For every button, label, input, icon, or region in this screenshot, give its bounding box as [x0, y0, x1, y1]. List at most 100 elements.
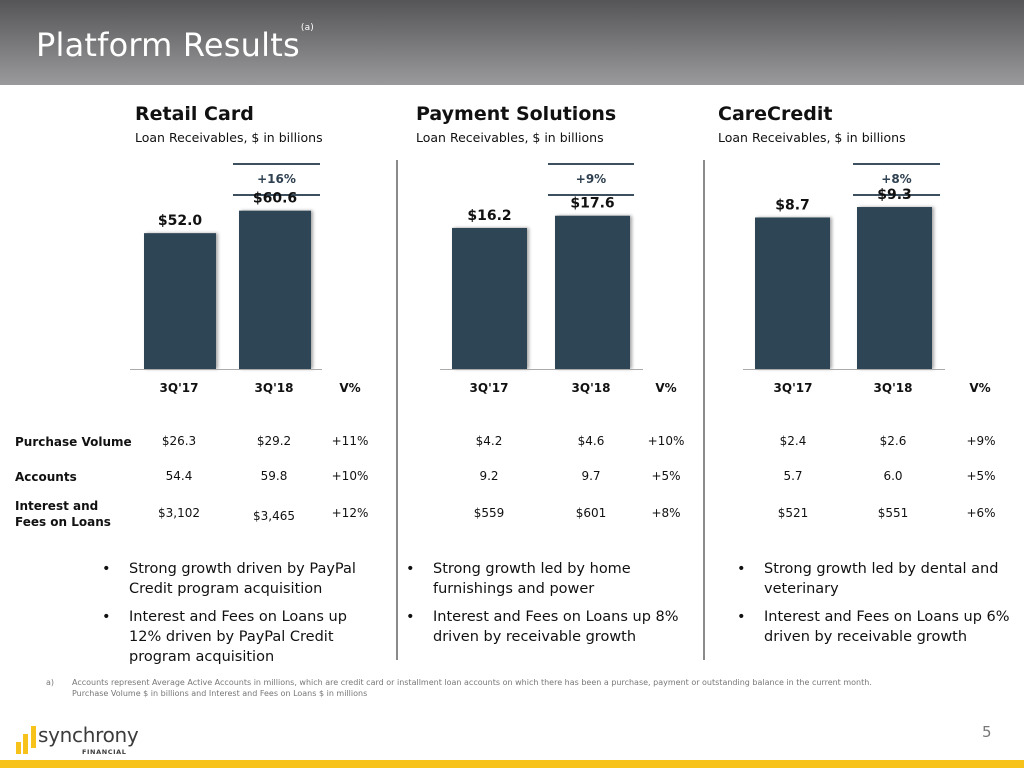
bullet-item: • Strong growth led by home furnishings a… [406, 559, 698, 599]
bar-payment-solutions-0 [452, 227, 527, 369]
table-cell: $521 [777, 506, 809, 520]
x-tick-label: 3Q'18 [254, 381, 294, 395]
panel-divider [396, 160, 398, 660]
bar-carecredit-1 [857, 207, 932, 369]
bar-retail-card-0 [144, 233, 216, 369]
table-cell: 54.4 [165, 469, 193, 483]
panel-divider [703, 160, 705, 660]
change-label-payment-solutions: +9% [575, 172, 607, 186]
bar-value-label: $9.3 [877, 187, 912, 203]
bullet-list-carecredit: • Strong growth led by dental and veterin… [737, 559, 1017, 655]
panel-title-carecredit: CareCredit [718, 103, 833, 125]
change-rule-bottom [853, 194, 940, 196]
table-cell: $29.2 [256, 434, 292, 448]
bullet-text: Strong growth driven by PayPal Credit pr… [129, 561, 356, 597]
table-cell: $4.2 [475, 434, 503, 448]
bar-value-label: $52.0 [158, 213, 203, 229]
bar-value-label: $17.6 [570, 196, 614, 212]
table-cell: 5.7 [783, 469, 803, 483]
bullet-item: • Interest and Fees on Loans up 12% drive… [102, 607, 377, 667]
change-label-retail-card: +16% [257, 172, 296, 186]
table-cell: $2.4 [779, 434, 807, 448]
table-cell: +9% [966, 434, 996, 448]
title-footnote-marker: (a) [300, 23, 315, 34]
variance-column-header: V% [339, 381, 361, 395]
table-cell: $559 [473, 506, 505, 520]
table-cell: +6% [966, 506, 996, 520]
table-cell: +8% [651, 506, 681, 520]
bar-payment-solutions-1 [555, 215, 630, 369]
bar-retail-card-1 [239, 210, 311, 369]
panel-subtitle-retail-card: Loan Receivables, $ in billions [135, 130, 323, 145]
table-cell: $26.3 [161, 434, 197, 448]
variance-column-header: V% [969, 381, 991, 395]
logo-mark-bar [23, 734, 28, 754]
table-cell: +12% [331, 506, 369, 520]
bullet-icon: • [737, 609, 746, 625]
bullet-text: Interest and Fees on Loans up 8% driven … [433, 609, 679, 645]
table-cell: +5% [651, 469, 681, 483]
bullet-icon: • [102, 561, 111, 577]
x-tick-label: 3Q'18 [873, 381, 913, 395]
table-cell: +5% [966, 469, 996, 483]
x-tick-label: 3Q'17 [773, 381, 813, 395]
page-title: Platform Results(a) [36, 23, 315, 64]
table-cell: +10% [647, 434, 685, 448]
bullet-list-retail-card: • Strong growth driven by PayPal Credit p… [102, 559, 377, 675]
table-cell: $551 [877, 506, 909, 520]
bullet-item: • Interest and Fees on Loans up 6% driven… [737, 607, 1017, 647]
row-label-line: Fees on Loans [15, 515, 111, 529]
page-number: 5 [982, 723, 992, 741]
x-tick-label: 3Q'17 [159, 381, 199, 395]
bullet-text: Strong growth led by dental and veterina… [764, 561, 999, 597]
row-label-purchase-volume: Purchase Volume [15, 435, 132, 449]
change-rule-bottom [233, 194, 320, 196]
bullet-icon: • [406, 609, 415, 625]
logo-wordmark: synchrony [38, 723, 139, 747]
bar-value-label: $16.2 [467, 208, 511, 224]
change-rule-bottom [548, 194, 634, 196]
footnote-marker: a) [46, 678, 55, 687]
footer-accent-band [0, 760, 1024, 768]
row-label-interest-fees: Interest and Fees on Loans [15, 498, 111, 530]
table-cell: 6.0 [883, 469, 903, 483]
table-cell: $3,465 [253, 509, 295, 523]
bullet-icon: • [102, 609, 111, 625]
bullet-text: Strong growth led by home furnishings an… [433, 561, 631, 597]
bullet-icon: • [737, 561, 746, 577]
x-tick-label: 3Q'18 [571, 381, 611, 395]
synchrony-logo: synchrony FINANCIAL [14, 723, 144, 758]
footnote-line: Purchase Volume $ in billions and Intere… [72, 689, 368, 698]
variance-column-header: V% [655, 381, 677, 395]
change-label-carecredit: +8% [881, 172, 912, 186]
panel-title-retail-card: Retail Card [135, 103, 254, 125]
bar-carecredit-0 [755, 217, 830, 369]
table-cell: 59.8 [260, 469, 288, 483]
logo-mark-bar [16, 742, 21, 754]
table-cell: +11% [331, 434, 369, 448]
table-cell: $2.6 [879, 434, 907, 448]
table-cell: $3,102 [158, 506, 200, 520]
panel-subtitle-payment-solutions: Loan Receivables, $ in billions [416, 130, 604, 145]
footnote-line: Accounts represent Average Active Accoun… [72, 678, 872, 687]
logo-subtext: FINANCIAL [82, 748, 127, 756]
table-cell: 9.2 [479, 469, 499, 483]
logo-mark-bar [31, 726, 36, 748]
change-rule-top [853, 163, 940, 165]
bullet-item: • Interest and Fees on Loans up 8% driven… [406, 607, 698, 647]
bullet-icon: • [406, 561, 415, 577]
bar-value-label: $60.6 [253, 191, 297, 207]
row-label-accounts: Accounts [15, 470, 77, 484]
table-cell: 9.7 [581, 469, 601, 483]
bar-value-label: $8.7 [775, 197, 810, 213]
bullet-item: • Strong growth led by dental and veterin… [737, 559, 1017, 599]
change-rule-top [233, 163, 320, 165]
x-tick-label: 3Q'17 [469, 381, 509, 395]
footnote-text: Accounts represent Average Active Accoun… [72, 677, 1012, 699]
table-cell: $4.6 [577, 434, 605, 448]
bullet-text: Interest and Fees on Loans up 12% driven… [129, 609, 347, 665]
bullet-text: Interest and Fees on Loans up 6% driven … [764, 609, 1010, 645]
change-rule-top [548, 163, 634, 165]
row-label-line: Interest and [15, 499, 99, 513]
